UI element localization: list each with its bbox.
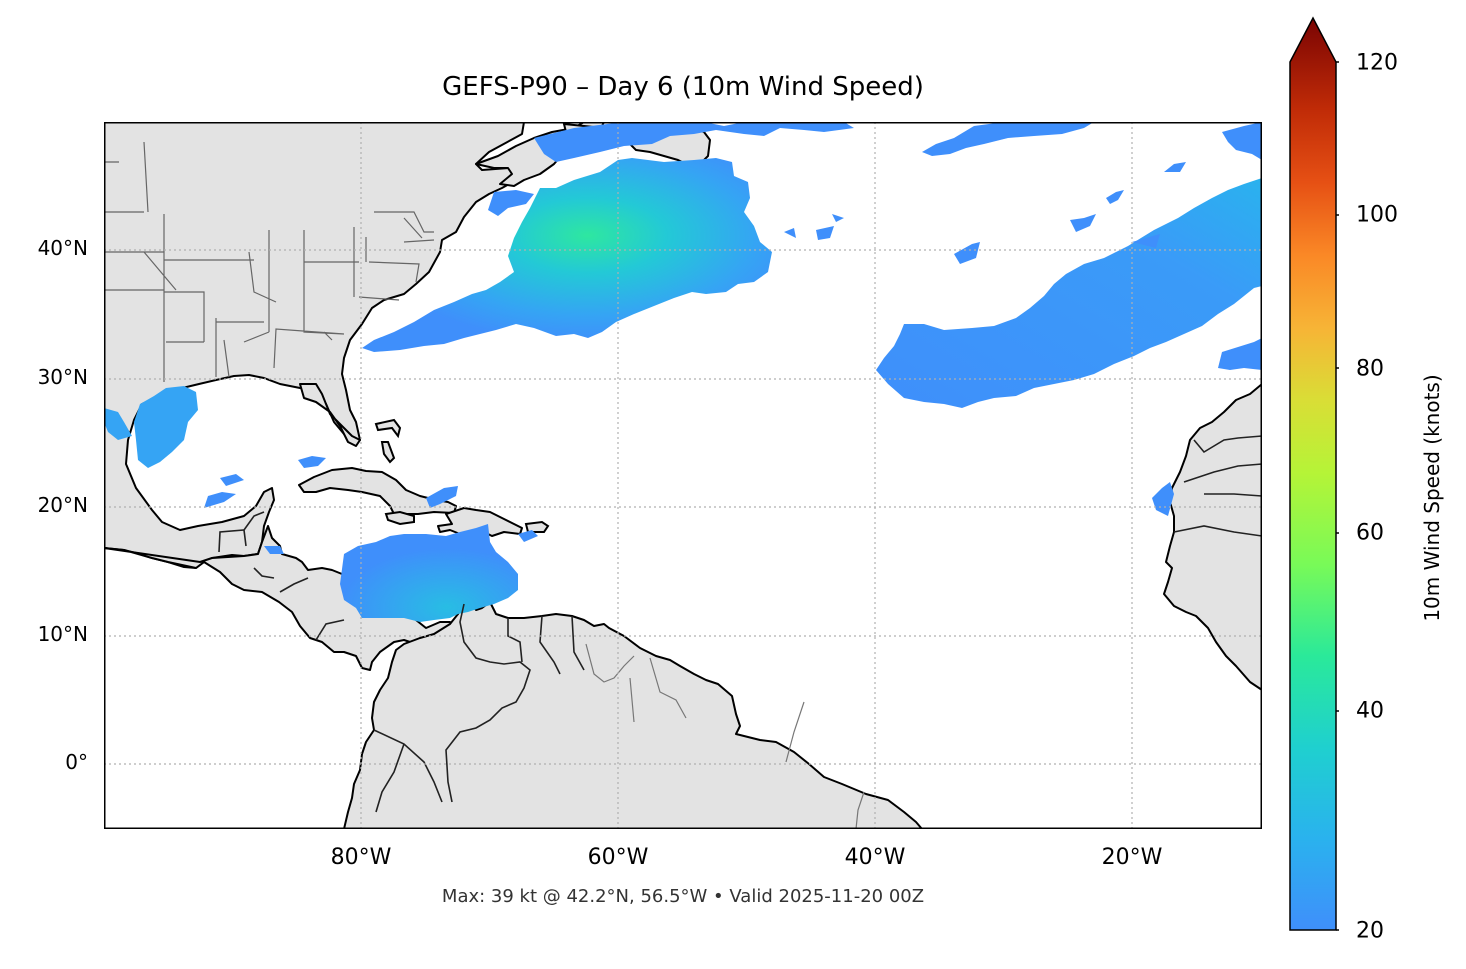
y-tick-10n: 10°N <box>37 622 88 646</box>
map-panel <box>104 122 1262 829</box>
map-frame <box>104 122 1262 829</box>
x-tick-60w: 60°W <box>587 845 649 870</box>
wind-region-east-atlantic <box>876 178 1262 408</box>
gridlines <box>104 122 1262 829</box>
colorbar-tick-100: 100 <box>1356 202 1398 228</box>
land-florida <box>299 383 361 447</box>
wind-region-east-atlantic-fringe <box>954 190 1262 370</box>
chart-title: GEFS-P90 – Day 6 (10m Wind Speed) <box>442 72 924 102</box>
colorbar-tick-60: 60 <box>1356 520 1384 546</box>
internal-borders <box>585 643 865 829</box>
colorbar-gradient <box>1289 16 1337 931</box>
wind-field <box>104 122 1262 622</box>
wind-region-gulf-of-mexico <box>104 386 198 468</box>
land-cuba <box>298 467 457 515</box>
land-jamaica <box>384 510 415 526</box>
colorbar <box>1289 16 1343 934</box>
y-tick-20n: 20°N <box>37 493 88 517</box>
wind-region-gulf-of-st-lawrence <box>534 122 854 162</box>
land-west-africa <box>1163 383 1262 691</box>
wind-region-caribbean <box>340 524 518 622</box>
colorbar-label: 10m Wind Speed (knots) <box>1420 374 1444 622</box>
colorbar-tick-20: 20 <box>1356 918 1384 944</box>
x-tick-40w: 40°W <box>844 845 906 870</box>
colorbar-tick-80: 80 <box>1356 356 1384 382</box>
y-tick-40n: 40°N <box>37 236 88 260</box>
y-tick-0: 0° <box>65 750 88 774</box>
y-tick-30n: 30°N <box>37 365 88 389</box>
x-tick-20w: 20°W <box>1101 845 1163 870</box>
land-puerto-rico <box>524 520 550 533</box>
state-borders <box>104 141 435 382</box>
land-bahamas <box>374 418 402 464</box>
country-borders <box>218 435 1262 813</box>
wind-region-nw-atlantic <box>362 158 772 352</box>
colorbar-tick-120: 120 <box>1356 50 1398 76</box>
wind-region-north-central <box>922 122 1262 172</box>
max-value-footnote: Max: 39 kt @ 42.2°N, 56.5°W • Valid 2025… <box>441 886 925 907</box>
colorbar-tick-40: 40 <box>1356 698 1384 724</box>
wind-region-ne-coast <box>488 190 844 240</box>
x-tick-80w: 80°W <box>330 845 392 870</box>
